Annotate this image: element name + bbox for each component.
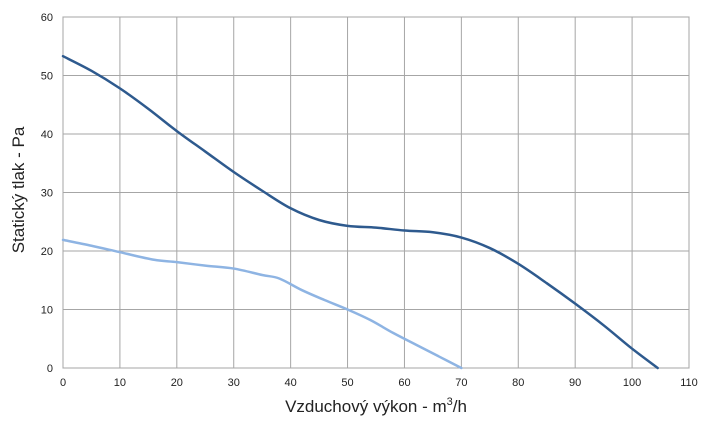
y-tick-label: 10 <box>41 305 53 317</box>
x-tick-label: 10 <box>114 377 126 389</box>
y-tick-label: 50 <box>41 71 53 83</box>
x-tick-label: 110 <box>680 377 698 389</box>
y-tick-label: 60 <box>41 12 53 24</box>
series-line-2 <box>61 238 463 370</box>
y-tick-label: 20 <box>41 246 53 258</box>
series-group <box>61 54 659 370</box>
x-axis-title-text: Vzduchový výkon - m <box>285 397 447 416</box>
series-line-1 <box>61 54 659 370</box>
x-tick-label: 60 <box>398 377 410 389</box>
y-tick-labels: 0 10 20 30 40 50 60 <box>41 12 53 375</box>
y-axis-title: Statický tlak - Pa <box>9 126 28 253</box>
x-tick-label: 100 <box>623 377 641 389</box>
x-tick-label: 90 <box>569 377 581 389</box>
grid <box>62 16 690 369</box>
y-tick-label: 0 <box>47 363 53 375</box>
x-axis-title-superscript: 3 <box>447 396 453 408</box>
x-tick-label: 20 <box>171 377 183 389</box>
x-tick-labels: 0 10 20 30 40 50 60 70 80 90 100 110 <box>60 377 698 389</box>
x-tick-label: 70 <box>455 377 467 389</box>
x-tick-label: 0 <box>60 377 66 389</box>
x-axis-title: Vzduchový výkon - m3/h <box>285 396 467 416</box>
x-tick-label: 30 <box>228 377 240 389</box>
y-tick-label: 30 <box>41 188 53 200</box>
x-tick-label: 80 <box>512 377 524 389</box>
y-tick-label: 40 <box>41 129 53 141</box>
x-tick-label: 40 <box>285 377 297 389</box>
x-axis-title-suffix: /h <box>453 397 467 416</box>
x-tick-label: 50 <box>341 377 353 389</box>
